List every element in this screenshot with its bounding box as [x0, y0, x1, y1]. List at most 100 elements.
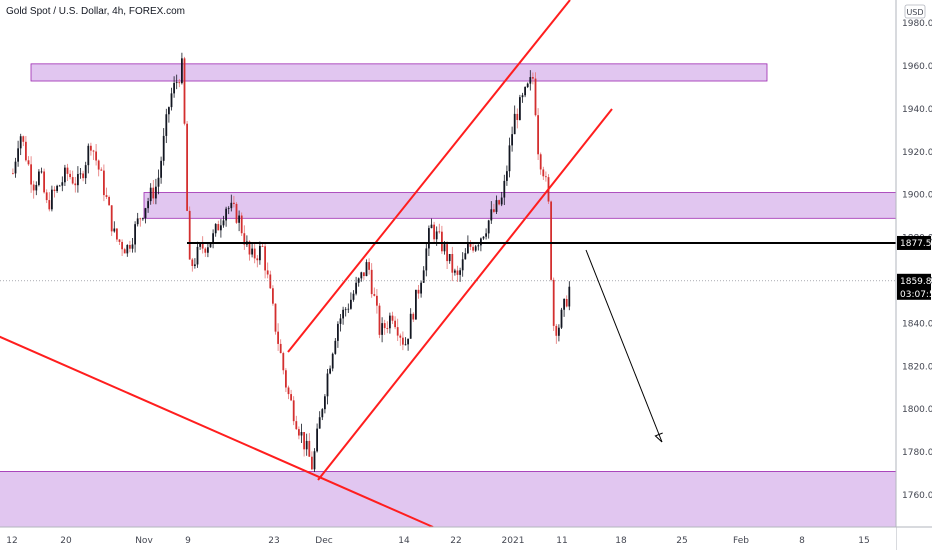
candle-body — [417, 289, 420, 294]
arrow-head — [654, 432, 663, 443]
candle-body — [71, 177, 74, 184]
candle-body — [357, 278, 360, 283]
candle-body — [407, 338, 409, 345]
candles — [12, 52, 571, 472]
candle-body — [521, 95, 524, 98]
candle-body — [69, 173, 71, 178]
candle-body — [373, 294, 376, 296]
candle-body — [131, 244, 134, 249]
candle-body — [14, 161, 17, 174]
candle-body — [412, 313, 415, 320]
candle-body — [201, 243, 204, 249]
candle-body — [360, 272, 363, 279]
candle-body — [443, 244, 446, 252]
candle-body — [318, 417, 321, 429]
candle-body — [425, 248, 428, 271]
candle-body — [534, 78, 537, 116]
candle-body — [344, 309, 347, 311]
candle-body — [40, 171, 43, 173]
current-price-label: 1859.86 — [900, 277, 932, 287]
candle-body — [558, 327, 560, 336]
candle-body — [290, 394, 292, 401]
candle-body — [272, 288, 274, 304]
candle-body — [136, 218, 139, 225]
candle-body — [183, 58, 186, 124]
candle-body — [539, 154, 542, 170]
candle-body — [225, 208, 227, 221]
candle-body — [342, 309, 344, 319]
candle-body — [147, 201, 149, 209]
candle-body — [181, 58, 183, 84]
candle-body — [516, 113, 519, 120]
candle-body — [389, 315, 391, 329]
candle-body — [311, 456, 313, 470]
candle-body — [352, 293, 355, 300]
candle-body — [524, 87, 526, 96]
candle-body — [383, 323, 386, 329]
candle-body — [467, 243, 469, 254]
candle-body — [240, 215, 243, 234]
candle-body — [243, 233, 246, 245]
candle-body — [266, 270, 269, 275]
candle-body — [108, 196, 110, 206]
x-tick-label: 14 — [398, 536, 410, 546]
candle-body — [498, 200, 500, 205]
candle-body — [110, 205, 113, 232]
candle-body — [103, 170, 105, 196]
candle-body — [105, 195, 108, 197]
candle-body — [214, 224, 217, 234]
candle-body — [142, 218, 144, 220]
zone-2 — [0, 471, 897, 532]
chart-title: Gold Spot / U.S. Dollar, 4h, FOREX.com — [6, 6, 185, 17]
candle-body — [365, 262, 368, 277]
candle-body — [123, 249, 126, 254]
candle-body — [464, 253, 467, 260]
candle-body — [428, 228, 430, 249]
x-tick-label: 18 — [615, 536, 627, 546]
candle-body — [331, 353, 334, 369]
candle-body — [259, 245, 261, 261]
candle-body — [157, 177, 160, 187]
candle-body — [261, 245, 264, 247]
candle-body — [191, 259, 194, 266]
candle-body — [204, 248, 207, 253]
candle-body — [529, 77, 532, 84]
candle-body — [82, 173, 84, 179]
candle-body — [19, 136, 22, 149]
candle-body — [386, 328, 389, 329]
candle-body — [277, 331, 279, 344]
candle-body — [230, 202, 233, 209]
candle-body — [95, 151, 97, 161]
candle-body — [537, 115, 539, 155]
candle-body — [394, 320, 396, 328]
candle-body — [435, 231, 438, 240]
candle-body — [396, 327, 399, 336]
candle-body — [404, 344, 407, 346]
candle-body — [381, 323, 383, 335]
level-tag — [897, 235, 931, 250]
candle-body — [90, 145, 92, 151]
candle-body — [48, 200, 51, 210]
candle-body — [563, 298, 565, 310]
candle-body — [238, 215, 240, 223]
candle-body — [66, 167, 69, 174]
candle-body — [212, 233, 214, 244]
candle-body — [199, 243, 201, 247]
candle-body — [43, 171, 45, 193]
candle-body — [121, 241, 123, 250]
candle-body — [12, 173, 14, 175]
candle-body — [451, 253, 454, 273]
drawings — [0, 0, 896, 528]
candle-body — [155, 186, 157, 199]
y-tick-label: 1980.00 — [902, 19, 932, 29]
x-tick-label: Nov — [135, 536, 153, 546]
candle-body — [173, 82, 175, 94]
time-axis: 12 20 Nov 9 23 Dec 14 22 2021 11 18 25 Feb 8 15 — [0, 526, 932, 550]
y-tick-label: 1960.00 — [902, 62, 932, 72]
candle-body — [126, 244, 129, 254]
candle-body — [152, 187, 155, 199]
x-tick-label: 8 — [799, 536, 805, 546]
x-tick-label: 2021 — [502, 536, 525, 546]
x-tick-label: 25 — [676, 536, 687, 546]
